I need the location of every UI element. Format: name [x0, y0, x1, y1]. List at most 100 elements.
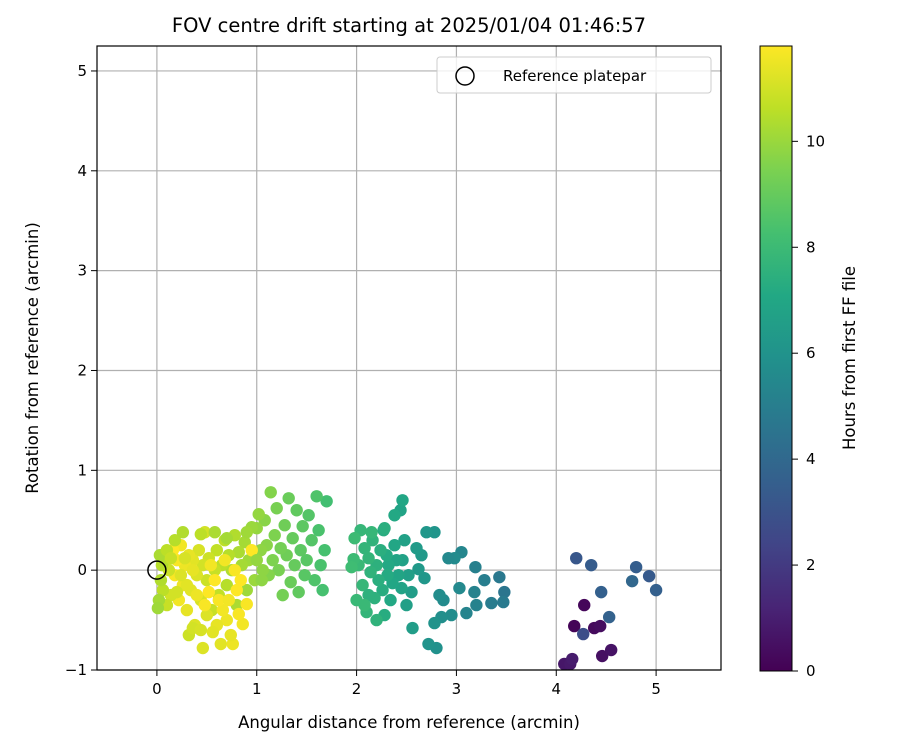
scatter-point: [405, 585, 418, 599]
scatter-point: [468, 585, 481, 599]
scatter-point: [288, 558, 301, 572]
scatter-point: [272, 563, 285, 577]
scatter-point: [276, 588, 289, 602]
scatter-point: [284, 575, 297, 589]
scatter-point: [186, 563, 200, 577]
scatter-point: [372, 573, 385, 587]
scatter-point: [442, 551, 455, 565]
scatter-point: [208, 573, 222, 587]
scatter-point: [170, 585, 184, 599]
scatter-point: [362, 588, 375, 602]
y-axis-ticks: −1 0 1 2 3 4 5: [65, 62, 97, 679]
scatter-point: [298, 568, 311, 582]
scatter-point: [208, 526, 222, 539]
scatter-point: [194, 528, 208, 541]
scatter-point: [174, 568, 188, 582]
chart-title: FOV centre drift starting at 2025/01/04 …: [172, 14, 646, 37]
scatter-point: [320, 495, 333, 508]
scatter-point: [312, 524, 325, 537]
scatter-point: [625, 574, 639, 588]
scatter-point: [292, 585, 305, 599]
scatter-point: [198, 598, 212, 612]
scatter-point: [234, 573, 247, 587]
colorbar-tick-label: 8: [806, 238, 816, 256]
scatter-point: [254, 543, 267, 557]
x-axis-ticks: 0 1 2 3 4 5: [152, 670, 661, 698]
scatter-point: [470, 598, 483, 612]
scatter-point: [222, 593, 235, 607]
scatter-point: [348, 532, 361, 545]
scatter-point: [232, 607, 245, 621]
scatter-point: [493, 570, 506, 584]
scatter-point: [216, 603, 229, 617]
plot-area: 0 1 2 3 4 5 −1 0 1 2 3 4 5: [65, 45, 722, 698]
scatter-point: [649, 583, 663, 597]
scatter-point: [190, 588, 204, 602]
scatter-point: [388, 539, 401, 552]
scatter-point: [274, 541, 287, 555]
scatter-point: [286, 532, 299, 545]
scatter-point: [374, 543, 387, 557]
scatter-point: [602, 610, 616, 624]
scatter-point: [604, 643, 618, 657]
colorbar-gradient: [760, 46, 792, 671]
y-tick-label: 4: [77, 162, 87, 180]
scatter-point: [282, 492, 295, 505]
scatter-point: [577, 627, 590, 641]
scatter-point: [196, 641, 210, 655]
scatter-point: [445, 608, 458, 622]
scatter-point: [200, 608, 214, 622]
scatter-point: [356, 578, 369, 592]
scatter-point: [220, 578, 233, 592]
scatter-point: [256, 563, 269, 577]
legend-box: [436, 56, 712, 94]
scatter-point: [206, 625, 220, 639]
scatter-point: [178, 551, 192, 565]
scatter-point: [396, 494, 409, 507]
scatter-point: [156, 583, 170, 597]
scatter-point: [433, 588, 446, 602]
scatter-point: [180, 603, 194, 617]
x-tick-label: 4: [551, 680, 561, 698]
x-tick-label: 1: [252, 680, 262, 698]
scatter-point: [642, 569, 656, 583]
y-tick-label: 3: [77, 262, 87, 280]
scatter-point: [358, 541, 371, 555]
scatter-point: [585, 558, 598, 572]
scatter-point: [300, 553, 313, 567]
scatter-point: [278, 519, 291, 532]
scatter-point: [296, 520, 309, 533]
scatter-point: [232, 545, 245, 559]
scatter-point: [453, 581, 466, 595]
scatter-point: [164, 551, 178, 565]
scatter-point: [202, 585, 216, 599]
y-tick-label: 5: [77, 62, 87, 80]
colorbar-tick-label: 10: [806, 132, 825, 150]
colorbar-tick-label: 2: [806, 556, 816, 574]
scatter-point: [290, 504, 303, 517]
scatter-point: [180, 578, 194, 592]
scatter-point: [382, 558, 395, 572]
scatter-point: [310, 490, 323, 503]
scatter-point: [214, 637, 228, 651]
scatter-point: [345, 560, 358, 574]
scatter-point: [566, 652, 579, 666]
scatter-point: [384, 593, 397, 607]
scatter-point: [358, 598, 371, 612]
scatter-point: [578, 598, 591, 612]
scatter-point: [176, 526, 190, 539]
scatter-point: [378, 522, 391, 535]
scatter-point: [252, 508, 265, 521]
scatter-point: [318, 543, 331, 557]
scatter-point: [255, 573, 268, 587]
legend-reference-marker: [455, 66, 475, 86]
colorbar-frame: [759, 45, 793, 672]
scatter-point: [240, 583, 253, 597]
x-tick-label: 2: [352, 680, 362, 698]
scatter-point: [264, 486, 277, 499]
colorbar-ticks: 0 2 4 6 8 10: [792, 132, 825, 680]
scatter-point: [224, 628, 237, 642]
scatter-point: [194, 623, 208, 637]
y-axis-label: Rotation from reference (arcmin): [23, 222, 42, 494]
